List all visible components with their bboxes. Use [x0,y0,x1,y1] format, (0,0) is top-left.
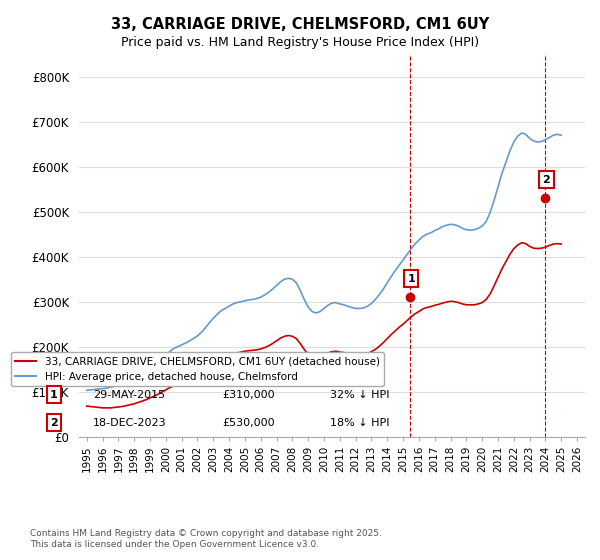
Legend: 33, CARRIAGE DRIVE, CHELMSFORD, CM1 6UY (detached house), HPI: Average price, de: 33, CARRIAGE DRIVE, CHELMSFORD, CM1 6UY … [11,352,384,386]
Text: 1: 1 [407,274,415,284]
Text: £530,000: £530,000 [222,418,275,428]
Text: 1: 1 [50,390,58,400]
Text: 18-DEC-2023: 18-DEC-2023 [93,418,167,428]
Text: 2: 2 [50,418,58,428]
Text: 29-MAY-2015: 29-MAY-2015 [93,390,165,400]
Text: 2: 2 [542,175,550,185]
Text: Price paid vs. HM Land Registry's House Price Index (HPI): Price paid vs. HM Land Registry's House … [121,36,479,49]
Text: £310,000: £310,000 [222,390,275,400]
Text: 32% ↓ HPI: 32% ↓ HPI [330,390,389,400]
Text: 18% ↓ HPI: 18% ↓ HPI [330,418,389,428]
Text: 33, CARRIAGE DRIVE, CHELMSFORD, CM1 6UY: 33, CARRIAGE DRIVE, CHELMSFORD, CM1 6UY [111,17,489,32]
Text: Contains HM Land Registry data © Crown copyright and database right 2025.
This d: Contains HM Land Registry data © Crown c… [30,529,382,549]
